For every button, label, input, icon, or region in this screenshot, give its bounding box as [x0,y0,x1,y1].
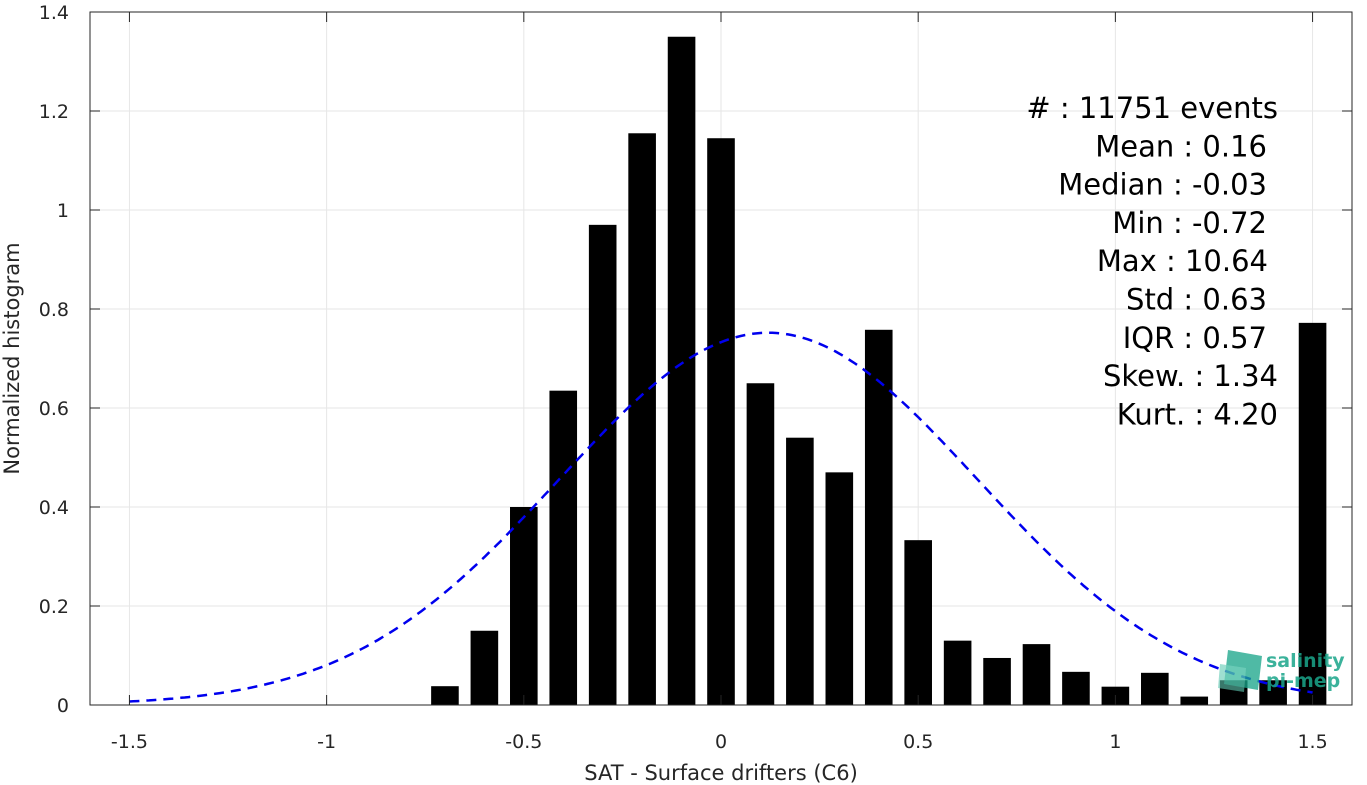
x-axis-label: SAT - Surface drifters (C6) [584,761,858,785]
y-tick-label: 0.8 [39,299,69,321]
histogram-bar [1022,644,1051,705]
histogram-bar [983,657,1011,705]
histogram-bar [943,640,972,705]
stats-line: Skew. : 1.34 [1103,359,1278,393]
x-tick-label: -1.5 [111,731,148,753]
stats-line: Std : 0.63 [1126,283,1267,317]
y-axis-label: Normalized histogram [0,242,24,474]
logo-text-pi-mep: pi-mep [1266,670,1340,692]
x-tick-label: 0.5 [903,731,933,753]
histogram-bar [904,540,932,705]
histogram-bar [825,472,854,705]
y-tick-label: 0 [57,695,69,717]
stats-line: IQR : 0.57 [1123,321,1267,355]
y-tick-label: 1 [57,200,69,222]
x-tick-label: -1 [317,731,336,753]
y-tick-label: 0.6 [39,398,69,420]
logo-shape-icon [1218,664,1246,692]
logo-text-salinity: salinity [1266,650,1345,672]
fit-curve-layer [129,331,1313,703]
histogram-bar [1180,696,1209,705]
stats-line: # : 11751 events [1026,91,1278,125]
stats-box: # : 11751 events Mean : 0.16 Median : -0.0… [1026,91,1278,431]
y-tick-label: 0.2 [39,596,69,618]
y-tick-label: 1.4 [39,2,69,24]
histogram-bar [667,36,696,705]
x-tick-label: 1.5 [1297,731,1327,753]
stats-line: Max : 10.64 [1097,244,1268,278]
histogram-bar [707,138,735,706]
stats-line: Kurt. : 4.20 [1117,397,1278,431]
fit-curve-line [129,331,1313,703]
histogram-bar [431,686,459,705]
histogram-bar [1259,680,1287,705]
x-tick-label: -0.5 [505,731,542,753]
y-tick-label: 1.2 [39,101,69,123]
histogram-bar [746,383,775,705]
histogram-bar [786,437,814,705]
histogram-bar [549,390,578,705]
histogram-bar [1298,322,1327,705]
y-tick-label: 0.4 [39,497,69,519]
histogram-bar [470,630,499,705]
histogram-bar [1141,672,1169,705]
stats-line: Min : -0.72 [1112,206,1267,240]
histogram-bar [864,329,893,705]
histogram-bar [628,133,656,705]
salinity-pi-mep-logo: salinity pi-mep [1218,650,1345,692]
histogram-bar [1062,671,1090,705]
stats-line: Median : -0.03 [1058,168,1267,202]
x-tick-label: 0 [715,731,727,753]
x-tick-label: 1 [1109,731,1121,753]
histogram-bar [588,224,617,705]
histogram-bars [431,36,1327,706]
histogram-bar [510,507,538,705]
stats-line: Mean : 0.16 [1095,129,1267,163]
axis-ticks: -1.5 -1 -0.5 0 0.5 1 1.5 0 0.2 0.4 0.6 0.8 1 1.2 1.4 [39,2,1352,753]
